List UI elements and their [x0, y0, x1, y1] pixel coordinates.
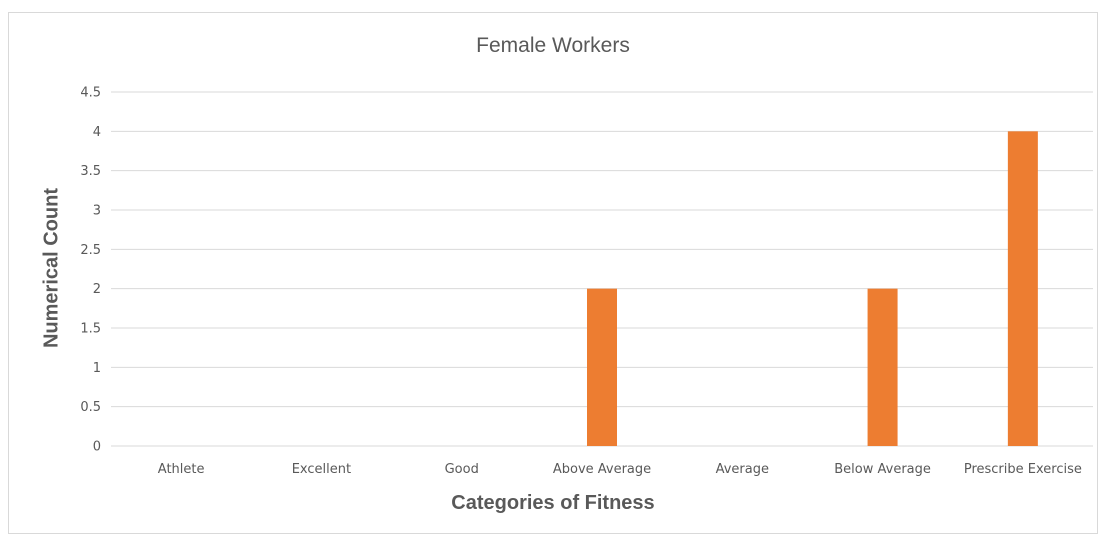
x-tick-label: Good: [445, 462, 479, 477]
y-tick-label: 2: [93, 282, 101, 297]
y-tick-label: 3: [93, 204, 101, 219]
x-tick-label: Excellent: [292, 462, 351, 477]
y-tick-label: 0.5: [80, 400, 101, 415]
y-tick-label: 3.5: [80, 164, 101, 179]
x-tick-label: Athlete: [158, 462, 205, 477]
x-tick-label: Above Average: [553, 462, 651, 477]
x-axis-label: Categories of Fitness: [451, 492, 655, 514]
y-tick-label: 0: [93, 440, 101, 455]
chart-frame: [8, 12, 1098, 534]
y-tick-label: 1.5: [80, 322, 101, 337]
x-tick-label: Prescribe Exercise: [964, 462, 1082, 477]
y-tick-label: 2.5: [80, 243, 101, 258]
y-tick-label: 4: [93, 125, 101, 140]
bar-above-average: [587, 288, 617, 446]
x-tick-label: Below Average: [834, 462, 931, 477]
y-tick-label: 1: [93, 361, 101, 376]
bar-below-average: [867, 288, 898, 446]
chart-title: Female Workers: [476, 34, 630, 57]
bar-prescribe-exercise: [1007, 131, 1038, 447]
x-tick-label: Average: [716, 462, 769, 477]
y-tick-label: 4.5: [80, 86, 101, 101]
